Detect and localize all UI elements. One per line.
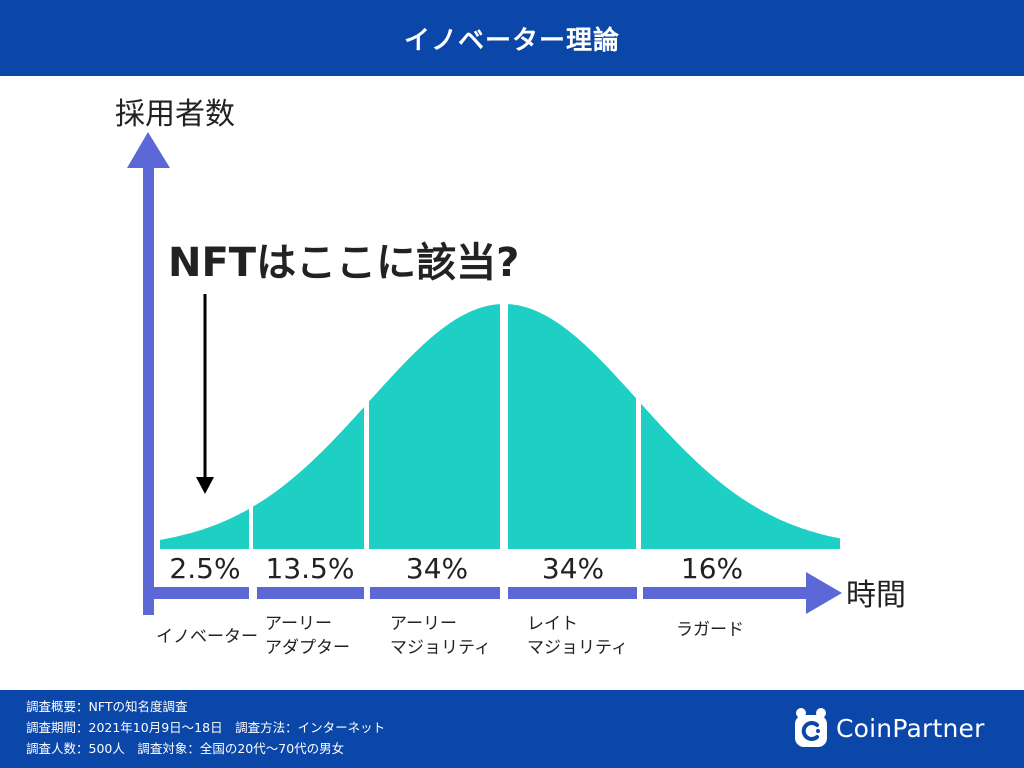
survey-info: 調査概要：NFTの知名度調査 調査期間：2021年10月9日〜18日 調査方法：… <box>26 696 385 759</box>
survey-line: 調査概要：NFTの知名度調査 <box>26 699 188 714</box>
nft-callout: NFTはここに該当? <box>168 240 519 286</box>
adoption-curve <box>160 304 840 549</box>
page-title: イノベーター理論 <box>403 25 620 56</box>
percent-label: 16% <box>681 552 743 585</box>
coinpartner-logo-icon <box>795 708 827 747</box>
percent-labels: 2.5% 13.5% 34% 34% 16% <box>169 552 743 585</box>
segment-label: ラガード <box>676 620 744 640</box>
percent-label: 2.5% <box>169 552 240 585</box>
y-axis-arrowhead <box>127 132 170 168</box>
curve-segment <box>160 508 249 549</box>
survey-line: 調査人数：500人 調査対象：全国の20代〜70代の男女 <box>26 741 345 756</box>
y-axis-label: 採用者数 <box>115 97 235 132</box>
curve-segment <box>369 304 500 549</box>
x-axis-segment <box>143 587 249 599</box>
x-axis-arrowhead <box>806 572 842 614</box>
segment-label: アーリー <box>390 614 457 634</box>
segment-label: レイト <box>527 614 578 634</box>
brand-name: CoinPartner <box>836 713 985 743</box>
percent-label: 34% <box>542 552 604 585</box>
header-bar: イノベーター理論 <box>0 0 1024 76</box>
segment-label: アダプター <box>265 638 350 658</box>
curve-segment <box>253 407 364 549</box>
segment-label: マジョリティ <box>390 638 491 658</box>
x-axis-label: 時間 <box>846 578 906 613</box>
y-axis <box>143 166 154 615</box>
curve-segment <box>508 304 636 549</box>
x-axis <box>143 587 810 599</box>
segment-label: アーリー <box>265 614 332 634</box>
x-axis-segment <box>508 587 637 599</box>
footer-bar: 調査概要：NFTの知名度調査 調査期間：2021年10月9日〜18日 調査方法：… <box>0 690 1024 768</box>
segment-label: イノベーター <box>156 627 258 647</box>
segment-label: マジョリティ <box>527 638 628 658</box>
callout-arrow-head <box>196 477 214 494</box>
percent-label: 34% <box>406 552 468 585</box>
x-axis-segment <box>643 587 810 599</box>
survey-line: 調査期間：2021年10月9日〜18日 調査方法：インターネット <box>26 720 386 735</box>
brand-logo: CoinPartner <box>792 706 985 750</box>
x-axis-segment <box>257 587 364 599</box>
percent-label: 13.5% <box>266 552 355 585</box>
x-axis-segment <box>370 587 500 599</box>
curve-segment <box>641 403 840 549</box>
innovation-diagram: 採用者数 時間 NFTはここに該当? 2.5% 13.5% 34% 34% 16% イノ… <box>115 97 906 658</box>
